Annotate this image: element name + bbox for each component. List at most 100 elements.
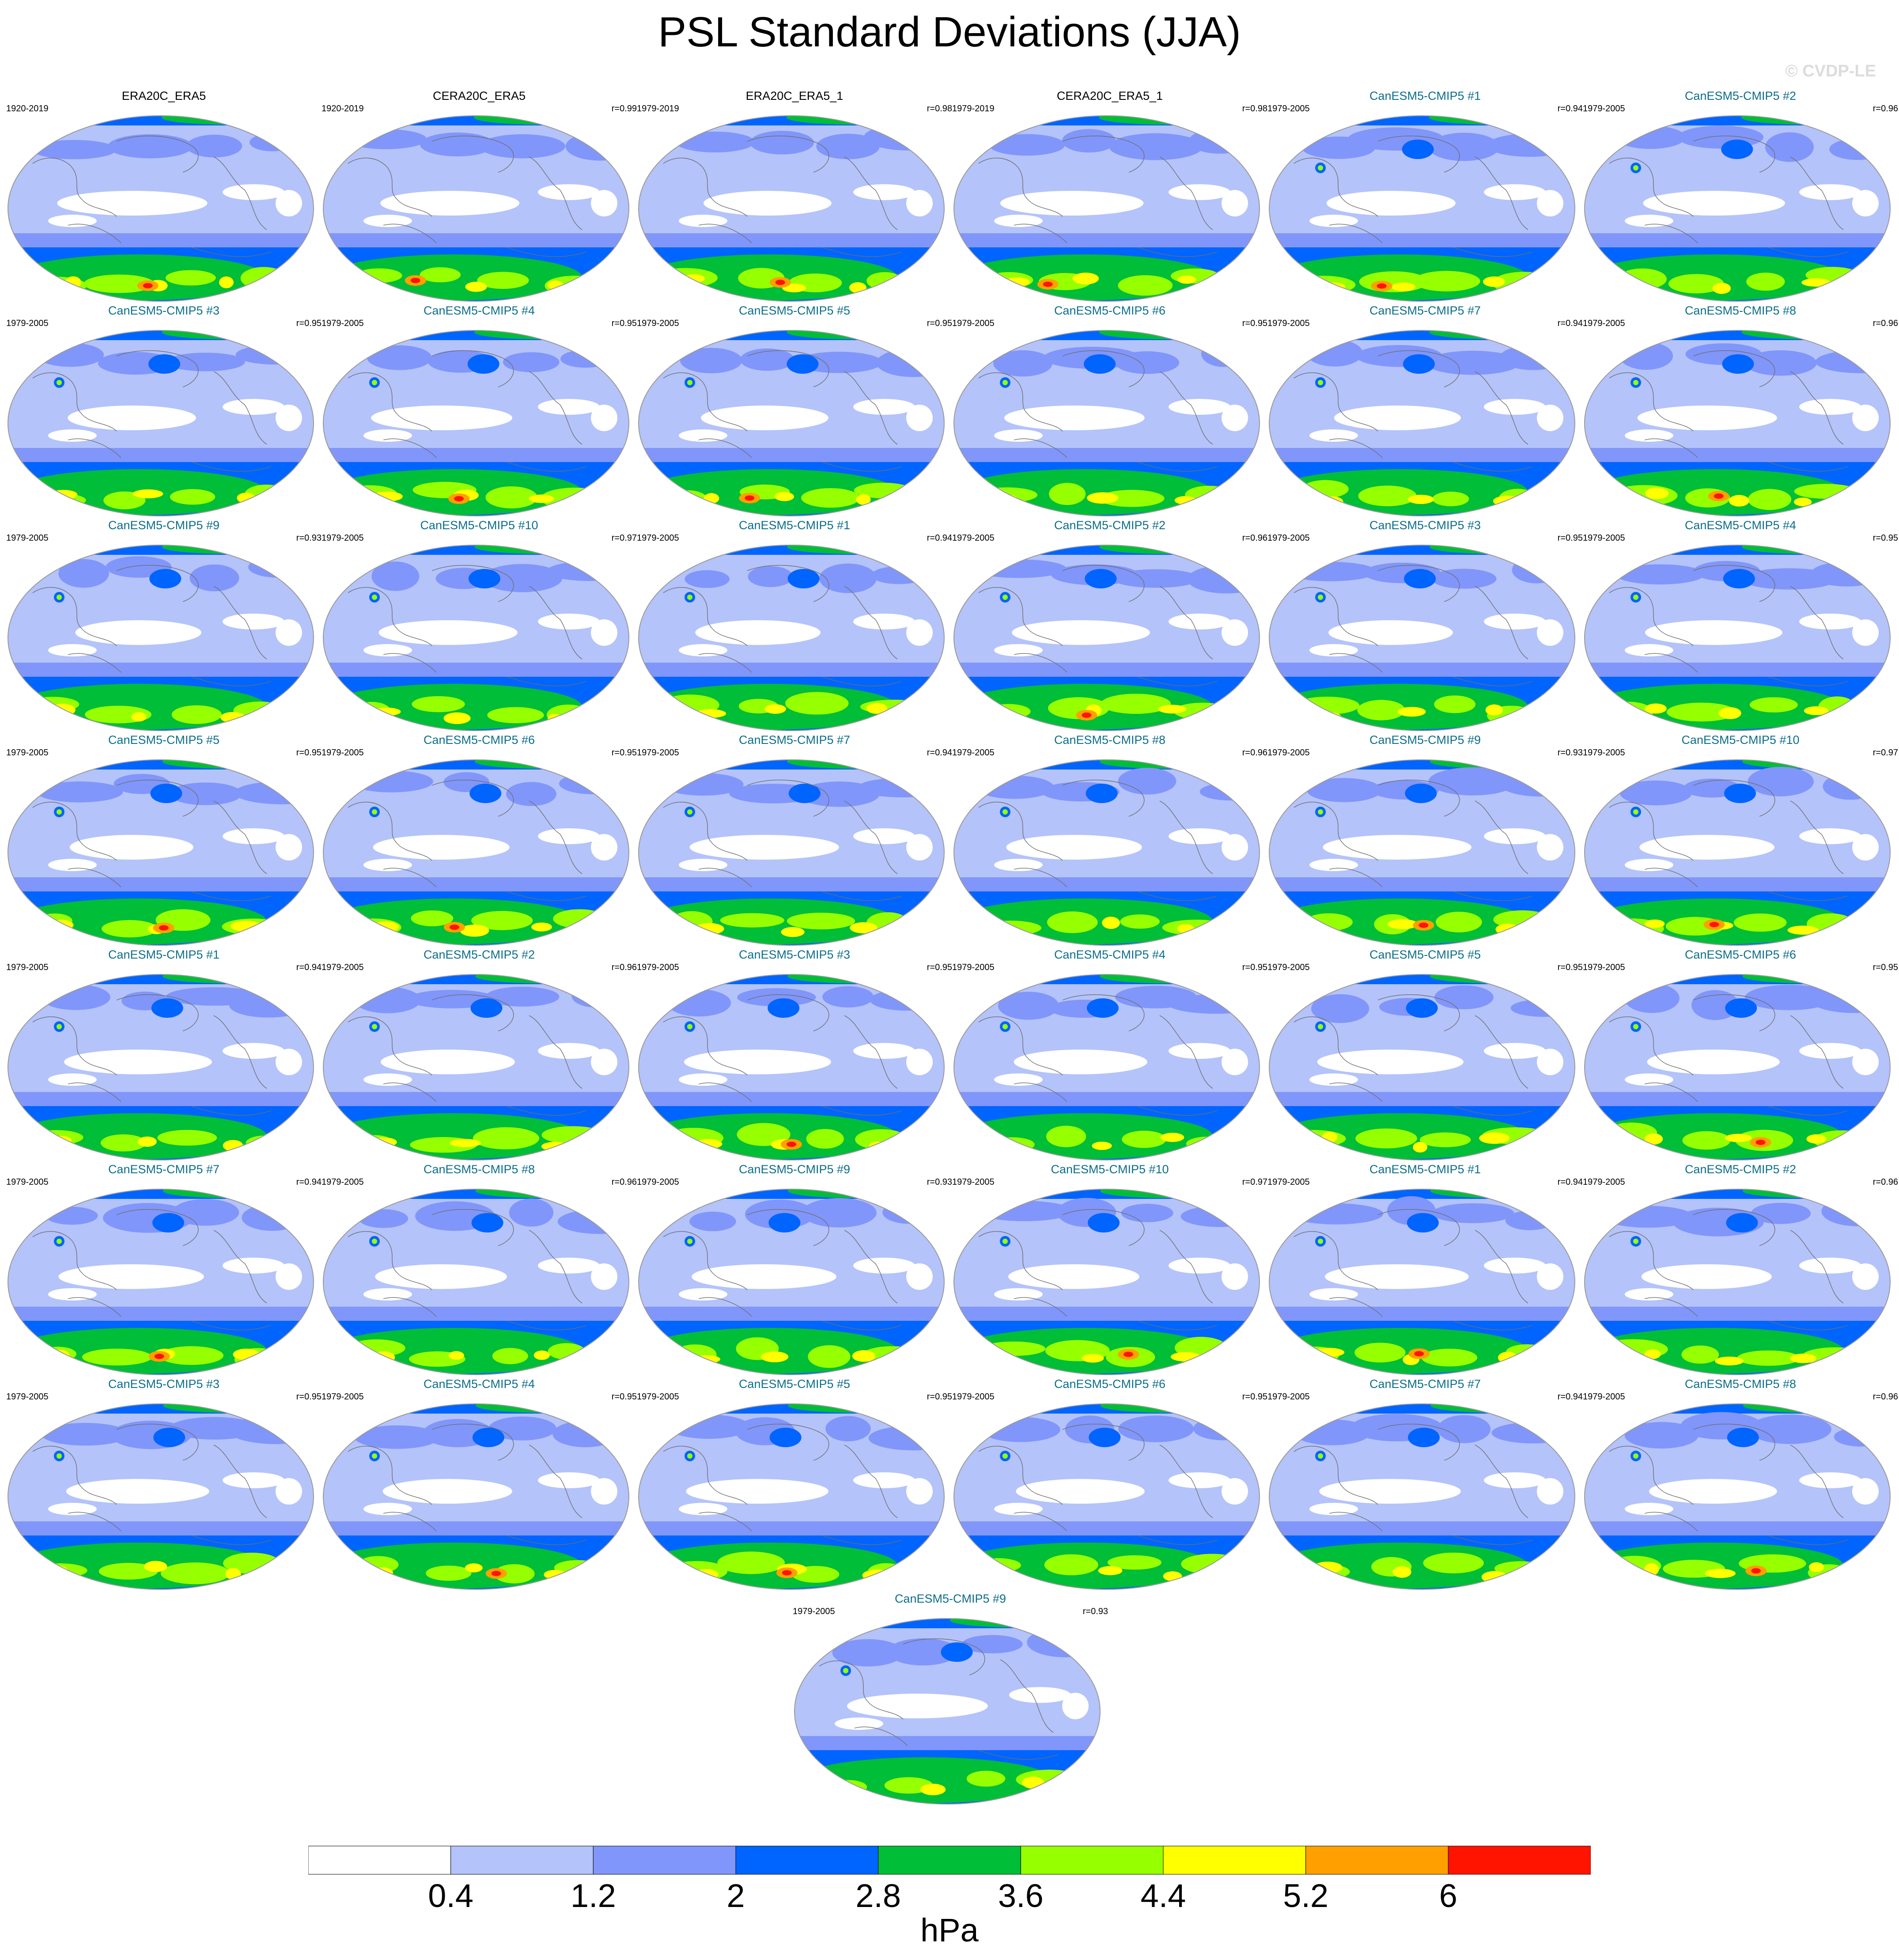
psl-stddev-map xyxy=(638,1189,945,1375)
colorbar-tick-label: 2.8 xyxy=(855,1877,901,1914)
map-panel: CanESM5-CMIP5 #5 1979-2005 r=0.95 xyxy=(1267,947,1583,1162)
panel-title: CanESM5-CMIP5 #6 xyxy=(1054,1377,1166,1391)
panel-years: 1979-2005 xyxy=(6,748,49,758)
panel-title: CanESM5-CMIP5 #10 xyxy=(1681,733,1800,747)
panel-title: CanESM5-CMIP5 #1 xyxy=(738,519,851,532)
psl-stddev-map xyxy=(1584,330,1891,516)
colorbar-box xyxy=(1305,1846,1449,1875)
psl-stddev-map xyxy=(8,974,314,1160)
psl-stddev-map xyxy=(638,1403,945,1590)
map-panel: CanESM5-CMIP5 #8 1979-2005 r=0.96 xyxy=(1583,1376,1898,1591)
panel-correlation: r=0.98 xyxy=(927,104,952,114)
panel-correlation: r=0.95 xyxy=(1242,318,1267,328)
panel-years: 1979-2005 xyxy=(1267,533,1310,543)
panel-correlation: r=0.94 xyxy=(927,533,952,543)
psl-stddev-map xyxy=(1269,1189,1575,1375)
colorbar-tick-label: 1.2 xyxy=(570,1877,616,1914)
panel-years: 1979-2005 xyxy=(952,533,995,543)
panel-correlation: r=0.95 xyxy=(1242,963,1267,972)
map-panel: CanESM5-CMIP5 #10 1979-2005 r=0.97 xyxy=(1583,732,1898,947)
colorbar-tick-label: 6 xyxy=(1439,1877,1457,1914)
panel-correlation: r=0.95 xyxy=(296,1392,322,1402)
map-panel: CanESM5-CMIP5 #8 1979-2005 r=0.96 xyxy=(952,732,1267,947)
colorbar-units: hPa xyxy=(920,1912,979,1949)
map-panel: CanESM5-CMIP5 #9 1979-2005 r=0.93 xyxy=(1267,732,1583,947)
colorbar-box xyxy=(878,1846,1021,1875)
panel-years: 1979-2005 xyxy=(6,318,49,328)
panel-title: CanESM5-CMIP5 #10 xyxy=(1051,1163,1169,1176)
colorbar-box xyxy=(735,1846,879,1875)
panel-title: CanESM5-CMIP5 #6 xyxy=(1684,948,1797,961)
map-panel: ERA20C_ERA5 1920-2019 xyxy=(6,88,322,303)
panel-years: 1979-2005 xyxy=(6,1177,49,1187)
panel-correlation: r=0.97 xyxy=(611,533,637,543)
map-panel: CanESM5-CMIP5 #3 1979-2005 r=0.95 xyxy=(1267,518,1583,732)
colorbar-box xyxy=(1020,1846,1164,1875)
colorbar-box xyxy=(1448,1846,1591,1875)
psl-stddev-map xyxy=(953,545,1260,731)
panel-correlation: r=0.95 xyxy=(927,318,952,328)
colorbar-box xyxy=(450,1846,594,1875)
panel-title: CanESM5-CMIP5 #6 xyxy=(423,733,535,747)
psl-stddev-map xyxy=(8,1403,314,1590)
map-panel: CanESM5-CMIP5 #7 1979-2005 r=0.94 xyxy=(1267,1376,1583,1591)
psl-stddev-map xyxy=(638,545,945,731)
panel-correlation: r=0.93 xyxy=(1557,748,1583,758)
map-panel: CanESM5-CMIP5 #6 1979-2005 r=0.95 xyxy=(952,1376,1267,1591)
psl-stddev-map xyxy=(8,1189,314,1375)
panel-title: CERA20C_ERA5_1 xyxy=(1056,89,1163,102)
colorbar-box xyxy=(308,1846,451,1875)
map-panel: CanESM5-CMIP5 #2 1979-2005 r=0.96 xyxy=(952,518,1267,732)
panel-years: 1979-2005 xyxy=(1267,1392,1310,1402)
map-panel: CanESM5-CMIP5 #1 1979-2005 r=0.94 xyxy=(1267,1162,1583,1376)
panel-correlation: r=0.95 xyxy=(611,318,637,328)
colorbar-tick-label: 3.6 xyxy=(998,1877,1044,1914)
map-panel: CanESM5-CMIP5 #10 1979-2005 r=0.97 xyxy=(952,1162,1267,1376)
panel-years: 1979-2005 xyxy=(1267,318,1310,328)
psl-stddev-map xyxy=(953,759,1260,946)
panel-title: CanESM5-CMIP5 #7 xyxy=(1369,304,1481,317)
panel-years: 1979-2005 xyxy=(6,1392,49,1402)
psl-stddev-map xyxy=(1584,545,1891,731)
panel-correlation: r=0.93 xyxy=(296,533,322,543)
panel-correlation: r=0.95 xyxy=(1557,963,1583,972)
psl-stddev-map xyxy=(1584,1189,1891,1375)
map-panel: CanESM5-CMIP5 #3 1979-2005 r=0.95 xyxy=(6,1376,322,1591)
panel-correlation: r=0.95 xyxy=(296,748,322,758)
panel-title: ERA20C_ERA5_1 xyxy=(745,89,844,102)
panel-correlation: r=0.99 xyxy=(611,104,637,114)
panel-title: CERA20C_ERA5 xyxy=(432,89,526,102)
panel-title: CanESM5-CMIP5 #5 xyxy=(108,733,220,747)
psl-stddev-map xyxy=(323,1189,629,1375)
panel-correlation: r=0.94 xyxy=(1557,104,1583,114)
panel-title: CanESM5-CMIP5 #8 xyxy=(1684,304,1797,317)
psl-stddev-map xyxy=(1584,974,1891,1160)
panel-title: CanESM5-CMIP5 #4 xyxy=(1054,948,1166,961)
panel-correlation: r=0.95 xyxy=(927,963,952,972)
colorbar-tick-label: 0.4 xyxy=(428,1877,474,1914)
panel-title: CanESM5-CMIP5 #9 xyxy=(894,1592,1006,1605)
panel-title: CanESM5-CMIP5 #4 xyxy=(423,1377,535,1391)
panel-correlation: r=0.95 xyxy=(1873,963,1898,972)
psl-stddev-map xyxy=(323,115,629,302)
panel-correlation: r=0.94 xyxy=(296,1177,322,1187)
panel-title: CanESM5-CMIP5 #8 xyxy=(1054,733,1166,747)
panel-years: 1979-2005 xyxy=(952,1392,995,1402)
psl-stddev-map xyxy=(8,330,314,516)
panel-title: CanESM5-CMIP5 #7 xyxy=(738,733,851,747)
panel-title: CanESM5-CMIP5 #5 xyxy=(738,304,851,317)
psl-stddev-map xyxy=(8,545,314,731)
map-panel: CanESM5-CMIP5 #9 1979-2005 r=0.93 xyxy=(793,1591,1108,1806)
panel-years: 1979-2005 xyxy=(322,318,364,328)
psl-stddev-map xyxy=(638,974,945,1160)
panel-years: 1979-2005 xyxy=(637,963,679,972)
panel-years: 1979-2005 xyxy=(322,1392,364,1402)
map-panel: CanESM5-CMIP5 #3 1979-2005 r=0.95 xyxy=(637,947,952,1162)
psl-stddev-map xyxy=(953,1189,1260,1375)
map-panel: CanESM5-CMIP5 #7 1979-2005 r=0.94 xyxy=(1267,303,1583,518)
panel-years: 1979-2005 xyxy=(1583,104,1625,114)
map-panel: CanESM5-CMIP5 #5 1979-2005 r=0.95 xyxy=(637,1376,952,1591)
panel-title: CanESM5-CMIP5 #1 xyxy=(108,948,220,961)
psl-stddev-map xyxy=(638,330,945,516)
panel-years: 1979-2005 xyxy=(1583,963,1625,972)
